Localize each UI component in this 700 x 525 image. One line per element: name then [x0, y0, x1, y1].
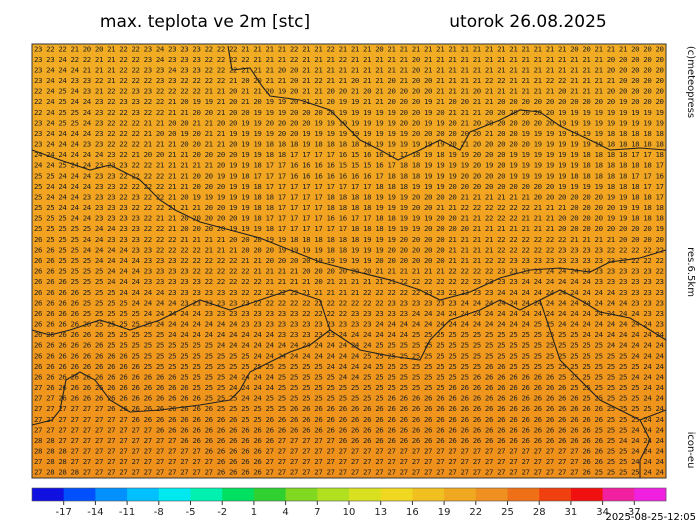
grid-row: 26 26 26 26 26 26 26 26 25 25 25 25 25 2… — [34, 351, 665, 360]
colorbar-segment — [634, 488, 667, 501]
grid-row: 23 24 24 24 24 23 22 22 22 21 20 20 19 2… — [34, 129, 664, 138]
colorbar-tick-label: 28 — [533, 507, 546, 518]
grid-row: 22 24 25 24 24 23 22 23 23 22 22 21 20 1… — [34, 97, 664, 106]
value-grid: 23 22 22 21 20 20 21 22 22 23 24 23 23 2… — [34, 44, 665, 476]
colorbar-tick-label: 19 — [438, 507, 451, 518]
colorbar-tick-label: 7 — [314, 507, 320, 518]
grid-row: 25 25 24 24 24 23 23 22 22 22 22 21 21 2… — [34, 171, 664, 180]
grid-row: 22 24 25 24 23 21 22 22 23 23 22 22 22 2… — [34, 87, 664, 96]
grid-row: 27 27 27 27 27 27 27 27 26 26 26 26 26 2… — [34, 415, 665, 424]
grid-row: 28 28 28 27 27 27 27 27 27 27 27 27 27 2… — [34, 447, 665, 456]
colorbar-tick-label: 1 — [251, 507, 257, 518]
colorbar — [31, 487, 667, 502]
grid-row: 24 24 24 24 24 24 23 22 21 20 20 21 21 2… — [34, 150, 664, 159]
grid-row: 24 24 25 24 24 23 23 23 22 22 21 21 21 2… — [34, 161, 664, 170]
grid-row: 23 22 22 21 20 20 21 22 22 23 24 23 23 2… — [34, 44, 664, 53]
grid-row: 27 28 28 28 27 27 27 27 27 27 27 27 27 2… — [34, 468, 665, 477]
grid-row: 26 26 26 26 25 25 25 25 24 24 24 24 23 2… — [34, 298, 664, 307]
colorbar-tick-label: 16 — [406, 507, 419, 518]
colorbar-segment — [127, 488, 160, 501]
grid-row: 26 25 25 25 24 24 23 23 23 22 22 22 21 2… — [34, 235, 664, 244]
colorbar-segment — [380, 488, 413, 501]
colorbar-segment — [444, 488, 477, 501]
colorbar-segment — [539, 488, 572, 501]
grid-row: 25 24 24 24 24 23 23 22 22 22 22 21 21 2… — [34, 182, 664, 191]
grid-row: 27 26 26 26 26 26 26 26 26 26 26 26 26 2… — [34, 383, 665, 392]
grid-row: 23 24 24 23 23 22 21 22 22 22 23 23 22 2… — [34, 76, 664, 85]
grid-row: 26 26 25 25 24 24 24 24 23 23 22 22 22 2… — [34, 245, 664, 254]
model-label: icon-eu — [685, 432, 696, 469]
grid-row: 26 26 26 26 26 25 25 25 25 25 24 24 24 2… — [34, 320, 664, 329]
grid-row: 27 27 27 27 27 27 26 26 26 26 26 26 26 2… — [34, 404, 665, 413]
grid-row: 26 26 26 26 25 25 25 24 24 24 24 23 23 2… — [34, 288, 664, 297]
grid-row: 23 24 24 24 21 21 21 22 22 23 23 24 23 2… — [34, 65, 664, 74]
colorbar-tick-label: -17 — [56, 507, 72, 518]
colorbar-tick-label: 34 — [596, 507, 609, 518]
colorbar-segment — [507, 488, 540, 501]
grid-row: 23 24 24 24 23 23 22 22 22 21 21 21 20 2… — [34, 140, 664, 149]
colorbar-tick-label: -8 — [154, 507, 164, 518]
colorbar-tick-label: 10 — [343, 507, 356, 518]
grid-row: 23 23 24 22 22 21 21 22 22 23 24 23 23 2… — [34, 55, 664, 64]
colorbar-tick-label: -11 — [119, 507, 135, 518]
map-date: utorok 26.08.2025 — [449, 12, 606, 32]
colorbar-tick-label: 31 — [565, 507, 578, 518]
borders — [31, 45, 667, 478]
grid-row: 26 26 26 26 26 26 26 26 26 25 25 25 25 2… — [34, 362, 665, 371]
colorbar-tick-label: -5 — [186, 507, 196, 518]
grid-row: 26 26 26 26 26 26 26 26 26 26 26 26 25 2… — [34, 372, 665, 381]
grid-row: 26 26 26 25 25 25 24 24 24 23 23 23 23 2… — [34, 277, 664, 286]
colorbar-tick-label: 4 — [282, 507, 288, 518]
colorbar-segment — [285, 488, 318, 501]
grid-row: 25 25 24 24 24 23 23 23 22 22 22 21 21 2… — [34, 203, 664, 212]
colorbar-segment — [412, 488, 445, 501]
colorbar-segment — [95, 488, 128, 501]
colorbar-segment — [349, 488, 382, 501]
grid-row: 22 24 25 25 24 23 22 22 23 22 22 21 21 2… — [34, 108, 664, 117]
colorbar-segment — [158, 488, 191, 501]
grid-row: 25 25 25 25 25 24 24 23 23 22 22 21 20 2… — [34, 224, 664, 233]
copyright-label: (c)meteopress — [685, 46, 696, 118]
colorbar-segment — [190, 488, 223, 501]
colorbar-ticks: -17 -14 -11 -8 -5 -2 1 4 7 10 13 16 19 22 25 28 31 34 37 — [56, 501, 641, 518]
map-area — [31, 43, 667, 479]
resolution-label: res.6.5km — [685, 247, 696, 297]
grid-row: 26 26 26 26 26 26 25 25 25 25 25 24 24 2… — [34, 330, 665, 339]
colorbar-tick-label: 37 — [628, 507, 641, 518]
grid-row: 25 25 25 24 24 23 23 23 23 22 21 21 20 2… — [34, 214, 664, 223]
grid-row: 26 26 26 26 25 25 25 25 25 24 24 24 24 2… — [34, 309, 664, 318]
colorbar-segment — [63, 488, 96, 501]
grid-row: 27 27 27 27 27 27 27 27 27 27 26 26 26 2… — [34, 425, 665, 434]
grid-row: 23 24 25 25 24 23 22 22 22 21 21 20 20 2… — [34, 118, 664, 127]
colorbar-segment — [475, 488, 508, 501]
grid-row: 25 24 24 24 23 23 23 22 23 22 22 21 20 1… — [34, 192, 664, 201]
colorbar-segment — [570, 488, 603, 501]
colorbar-tick-label: 13 — [374, 507, 387, 518]
grid-row: 27 28 28 27 27 27 27 27 27 27 27 27 27 2… — [34, 457, 665, 466]
colorbar-segment — [317, 488, 350, 501]
colorbar-tick-label: -14 — [87, 507, 103, 518]
timestamp: 2025-08-25-12:05 — [605, 512, 696, 523]
colorbar-segment — [602, 488, 635, 501]
grid-row: 26 26 26 26 26 26 25 25 25 25 25 25 25 2… — [34, 341, 665, 350]
colorbar-segment — [222, 488, 255, 501]
grid-row: 26 26 25 25 25 25 24 24 24 23 23 23 23 2… — [34, 267, 664, 276]
colorbar-segment — [253, 488, 286, 501]
grid-row: 26 26 25 25 25 24 24 24 24 23 23 23 22 2… — [34, 256, 664, 265]
grid-row: 27 27 26 26 26 26 26 26 26 26 26 26 26 2… — [34, 394, 665, 403]
colorbar-tick-label: 25 — [501, 507, 514, 518]
colorbar-tick-label: 22 — [469, 507, 482, 518]
colorbar-segment — [32, 488, 65, 501]
colorbar-tick-label: -2 — [217, 507, 227, 518]
grid-row: 28 28 27 27 27 27 27 27 27 27 27 27 26 2… — [34, 436, 665, 445]
map-title: max. teplota ve 2m [stc] — [100, 12, 310, 32]
